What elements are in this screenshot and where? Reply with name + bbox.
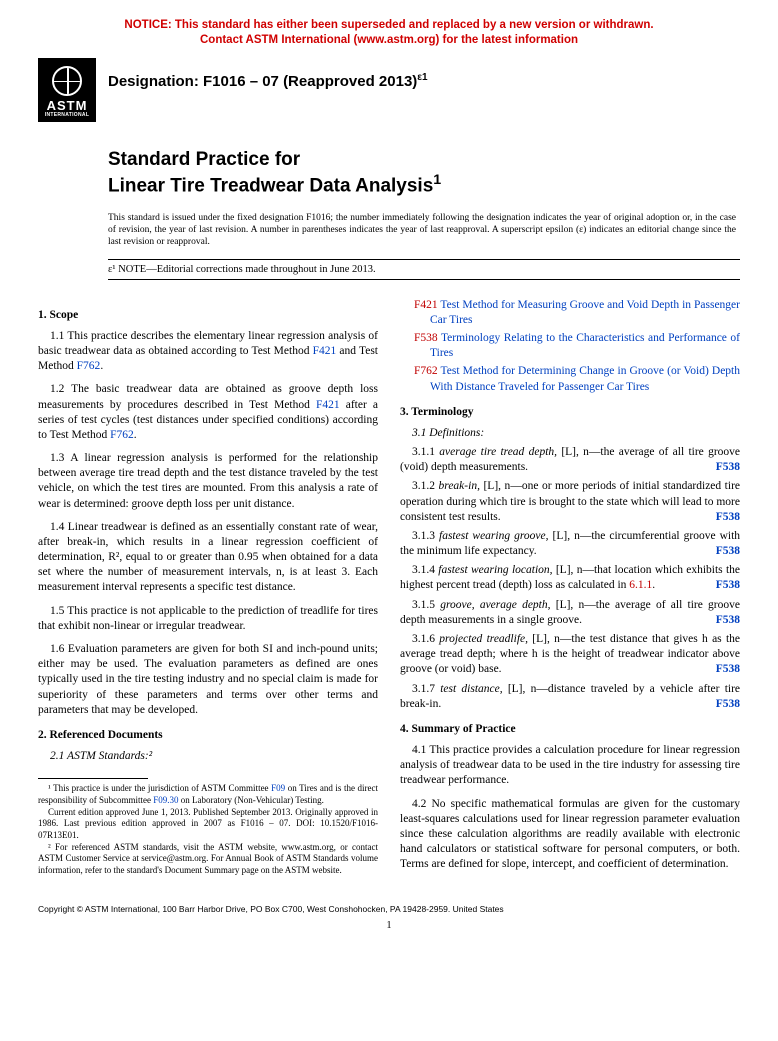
link-F09-30[interactable]: F09.30 (153, 795, 178, 805)
term-3-1-1: 3.1.1 average tire tread depth, [L], n—t… (400, 445, 740, 475)
notice-line2: Contact ASTM International (www.astm.org… (200, 34, 578, 46)
ref-F762[interactable]: F762 Test Method for Determining Change … (400, 364, 740, 394)
stdref-F538-1[interactable]: F538 (704, 460, 740, 475)
stdref-F538-3[interactable]: F538 (704, 544, 740, 559)
para-1-4: 1.4 Linear treadwear is defined as an es… (38, 520, 378, 596)
para-1-2: 1.2 The basic treadwear data are obtaine… (38, 382, 378, 443)
para-1-1: 1.1 This practice describes the elementa… (38, 329, 378, 375)
term-3-1-2: 3.1.2 break-in, [L], n—one or more perio… (400, 479, 740, 525)
footnote-2: ² For referenced ASTM standards, visit t… (38, 842, 378, 877)
astm-logo: ASTM INTERNATIONAL (38, 58, 96, 122)
editorial-note: ε¹ NOTE—Editorial corrections made throu… (108, 259, 740, 280)
link-F762[interactable]: F762 (77, 360, 101, 372)
stdref-F538-2[interactable]: F538 (704, 510, 740, 525)
designation-text: Designation: F1016 – 07 (Reapproved 2013… (108, 73, 417, 90)
notice-banner: NOTICE: This standard has either been su… (38, 18, 740, 48)
term-3-1-6: 3.1.6 projected treadlife, [L], n—the te… (400, 632, 740, 678)
stdref-F538-5[interactable]: F538 (704, 613, 740, 628)
header-row: ASTM INTERNATIONAL Designation: F1016 – … (38, 58, 740, 122)
para-3-1: 3.1 Definitions: (400, 426, 740, 441)
page-number: 1 (38, 920, 740, 931)
issuance-note: This standard is issued under the fixed … (108, 212, 740, 249)
copyright-line: Copyright © ASTM International, 100 Barr… (38, 904, 740, 914)
standard-title: Standard Practice for Linear Tire Treadw… (108, 148, 740, 198)
notice-line1: NOTICE: This standard has either been su… (124, 19, 653, 31)
title-line1: Standard Practice for (108, 149, 300, 170)
ref-F421[interactable]: F421 Test Method for Measuring Groove an… (400, 298, 740, 328)
link-F09[interactable]: F09 (271, 783, 285, 793)
footnote-1: ¹ This practice is under the jurisdictio… (38, 783, 378, 806)
link-F421[interactable]: F421 (313, 345, 337, 357)
term-3-1-3: 3.1.3 fastest wearing groove, [L], n—the… (400, 529, 740, 559)
link-6-1-1[interactable]: 6.1.1 (629, 579, 652, 591)
ednote-label: NOTE (118, 264, 146, 275)
para-4-1: 4.1 This practice provides a calculation… (400, 743, 740, 789)
globe-icon (52, 66, 82, 96)
stdref-F538-6[interactable]: F538 (704, 662, 740, 677)
para-4-2: 4.2 No specific mathematical formulas ar… (400, 797, 740, 873)
left-column: 1. Scope 1.1 This practice describes the… (38, 298, 378, 881)
term-3-1-7: 3.1.7 test distance, [L], n—distance tra… (400, 682, 740, 712)
title-block: Standard Practice for Linear Tire Treadw… (108, 148, 740, 198)
title-line2: Linear Tire Treadwear Data Analysis (108, 175, 433, 196)
para-2-1: 2.1 ASTM Standards:² (38, 749, 378, 764)
title-footnote-mark: 1 (433, 172, 441, 188)
term-3-1-5: 3.1.5 groove, average depth, [L], n—the … (400, 598, 740, 628)
body-columns: 1. Scope 1.1 This practice describes the… (38, 298, 740, 881)
link-F762-b[interactable]: F762 (110, 429, 134, 441)
ref-F538[interactable]: F538 Terminology Relating to the Charact… (400, 331, 740, 361)
term-3-1-4: 3.1.4 fastest wearing location, [L], n—t… (400, 563, 740, 593)
para-1-6: 1.6 Evaluation parameters are given for … (38, 642, 378, 718)
section-1-head: 1. Scope (38, 308, 378, 323)
section-3-head: 3. Terminology (400, 405, 740, 420)
para-1-3: 1.3 A linear regression analysis is perf… (38, 451, 378, 512)
link-F421-b[interactable]: F421 (316, 399, 340, 411)
designation-epsilon: ε1 (417, 72, 427, 83)
ednote-prefix: ε¹ (108, 264, 118, 275)
section-4-head: 4. Summary of Practice (400, 722, 740, 737)
logo-text-intl: INTERNATIONAL (38, 113, 96, 119)
section-2-head: 2. Referenced Documents (38, 728, 378, 743)
footnote-1b: Current edition approved June 1, 2013. P… (38, 807, 378, 842)
stdref-F538-4[interactable]: F538 (704, 578, 740, 593)
logo-text-astm: ASTM (38, 99, 96, 113)
stdref-F538-7[interactable]: F538 (704, 697, 740, 712)
designation: Designation: F1016 – 07 (Reapproved 2013… (108, 58, 428, 90)
para-1-5: 1.5 This practice is not applicable to t… (38, 604, 378, 634)
right-column: F421 Test Method for Measuring Groove an… (400, 298, 740, 881)
ednote-text: —Editorial corrections made throughout i… (146, 264, 376, 275)
footnote-rule (38, 778, 148, 779)
document-page: NOTICE: This standard has either been su… (0, 0, 778, 951)
